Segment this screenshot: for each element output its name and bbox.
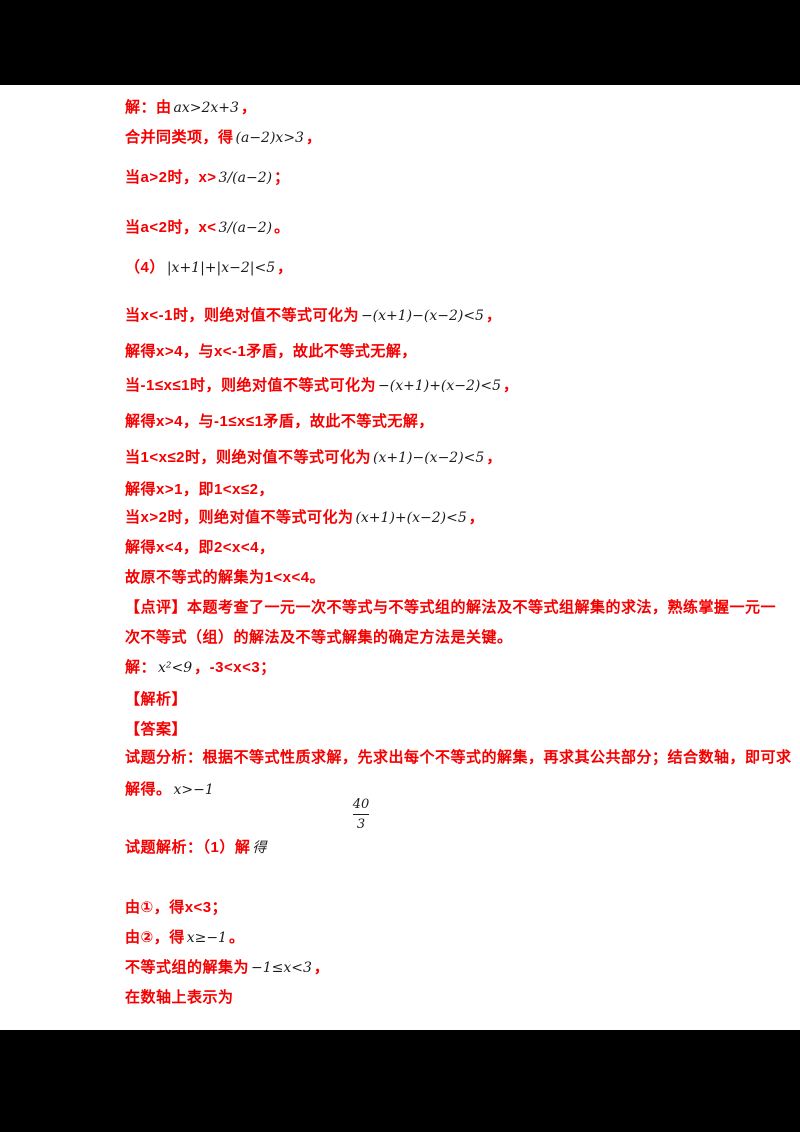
red-text: （4） <box>125 259 165 276</box>
text-line: 【点评】本题考查了一元一次不等式与不等式组的解法及不等式组解集的求法，熟练掌握一… <box>125 598 776 618</box>
top-letterbox <box>0 0 800 85</box>
math-fragment: x≥−1 <box>186 930 227 946</box>
text-line: （4） |x+1|+|x−2|<5， <box>125 258 293 278</box>
red-text: 当x>2时，则绝对值不等式可化为 <box>125 509 354 526</box>
red-text: ， <box>503 377 519 394</box>
text-line: 当-1≤x≤1时，则绝对值不等式可化为 −(x+1)+(x−2)<5， <box>125 376 519 396</box>
red-text: 当x<-1时，则绝对值不等式可化为 <box>125 307 359 324</box>
red-text: 试题分析：根据不等式性质求解，先求出每个不等式的解集，再求其公共部分；结合数轴，… <box>125 749 792 766</box>
red-text: ， <box>313 959 330 976</box>
text-line: 【解析】 <box>125 690 187 710</box>
red-text: 当1<x≤2时，则绝对值不等式可化为 <box>125 449 372 466</box>
text-line: 当a<2时，x< 3/(a−2)。 <box>125 218 290 238</box>
text-line: 试题解析：（1）解得 <box>125 838 268 858</box>
text-line: 试题分析：根据不等式性质求解，先求出每个不等式的解集，再求其公共部分；结合数轴，… <box>125 748 792 768</box>
math-fragment: x>−1 <box>173 782 214 798</box>
red-text: ， <box>468 509 485 526</box>
text-line: 解得x>1，即1<x≤2， <box>125 480 274 500</box>
text-line: 当a>2时，x> 3/(a−2)； <box>125 168 290 188</box>
math-fragment: (a−2)x>3 <box>235 130 304 146</box>
text-line: 解： x²<9 ，-3<x<3； <box>125 658 276 678</box>
math-fragment: 得 <box>252 840 267 856</box>
red-text: 。 <box>274 219 290 236</box>
red-text: 解得。 <box>125 781 172 798</box>
red-text: 当a>2时，x> <box>125 169 217 186</box>
text-line: 解得x>4，与-1≤x≤1矛盾，故此不等式无解， <box>125 412 434 432</box>
red-text: 合并同类项，得 <box>125 129 234 146</box>
text-line: 当x<-1时，则绝对值不等式可化为 −(x+1)−(x−2)<5， <box>125 306 501 326</box>
red-text: 故原不等式的解集为1<x<4。 <box>125 569 326 586</box>
red-text: 【点评】本题考查了一元一次不等式与不等式组的解法及不等式组解集的求法，熟练掌握一… <box>125 599 777 616</box>
text-line: 当1<x≤2时，则绝对值不等式可化为 (x+1)−(x−2)<5， <box>125 448 502 468</box>
red-text: 解： <box>125 659 157 676</box>
red-text: 试题解析：（1）解 <box>125 839 251 856</box>
red-text: ，-3<x<3； <box>194 659 276 676</box>
red-text: 当-1≤x≤1时，则绝对值不等式可化为 <box>125 377 376 394</box>
red-text: 由②，得 <box>125 929 185 946</box>
text-line: 合并同类项，得 (a−2)x>3， <box>125 128 321 148</box>
red-text: 解得x>4，与x<-1矛盾，故此不等式无解， <box>125 343 417 360</box>
red-text: ， <box>305 129 322 146</box>
red-text: 解得x>1，即1<x≤2， <box>125 481 274 498</box>
math-fragment: 3/(a−2) <box>218 170 273 186</box>
text-line: 故原不等式的解集为1<x<4。 <box>125 568 325 588</box>
text-line: 解得x<4，即2<x<4， <box>125 538 275 558</box>
red-text: 当a<2时，x< <box>125 219 217 236</box>
math-fragment: −1≤x<3 <box>251 960 312 976</box>
math-fragment: −(x+1)−(x−2)<5 <box>360 308 484 324</box>
red-text: 解：由 <box>125 99 172 116</box>
text-line: 解得x>4，与x<-1矛盾，故此不等式无解， <box>125 342 417 362</box>
text-line: 在数轴上表示为 <box>125 988 234 1008</box>
text-line: 由②，得 x≥−1。 <box>125 928 244 948</box>
math-fragment: x²<9 <box>158 660 193 676</box>
text-line: 解：由 ax>2x+3， <box>125 98 256 118</box>
red-text: 次不等式（组）的解法及不等式解集的确定方法是关键。 <box>125 629 513 646</box>
red-text: 【解析】 <box>125 691 188 708</box>
red-text: ， <box>485 307 502 324</box>
text-line: 次不等式（组）的解法及不等式解集的确定方法是关键。 <box>125 628 513 648</box>
red-text: 不等式组的解集为 <box>125 959 250 976</box>
red-text: ， <box>486 449 502 466</box>
math-fragment: ax>2x+3 <box>173 100 239 116</box>
fraction-formula: 40 3 <box>346 797 376 832</box>
bottom-letterbox <box>0 1030 800 1132</box>
text-line: 【答案】 <box>125 720 187 740</box>
math-fragment: |x+1|+|x−2|<5 <box>166 260 276 276</box>
red-text: 由①，得x<3； <box>125 899 228 916</box>
red-text: 。 <box>228 929 245 946</box>
math-fragment: 3/(a−2) <box>218 220 273 236</box>
fraction-denominator: 3 <box>352 814 370 832</box>
fraction-numerator: 40 <box>352 797 370 812</box>
red-text: 【答案】 <box>125 721 188 738</box>
red-text: 在数轴上表示为 <box>125 989 234 1006</box>
text-line: 不等式组的解集为 −1≤x<3， <box>125 958 329 978</box>
text-line: 解得。 x>−1 <box>125 780 216 800</box>
red-text: ； <box>274 169 290 186</box>
red-text: ， <box>277 259 293 276</box>
red-text: 解得x>4，与-1≤x≤1矛盾，故此不等式无解， <box>125 413 434 430</box>
math-fragment: (x+1)−(x−2)<5 <box>373 450 485 466</box>
red-text: 解得x<4，即2<x<4， <box>125 539 275 556</box>
math-fragment: −(x+1)+(x−2)<5 <box>378 378 502 394</box>
math-fragment: (x+1)+(x−2)<5 <box>355 510 467 526</box>
text-line: 由①，得x<3； <box>125 898 227 918</box>
text-line: 当x>2时，则绝对值不等式可化为 (x+1)+(x−2)<5， <box>125 508 484 528</box>
red-text: ， <box>240 99 257 116</box>
